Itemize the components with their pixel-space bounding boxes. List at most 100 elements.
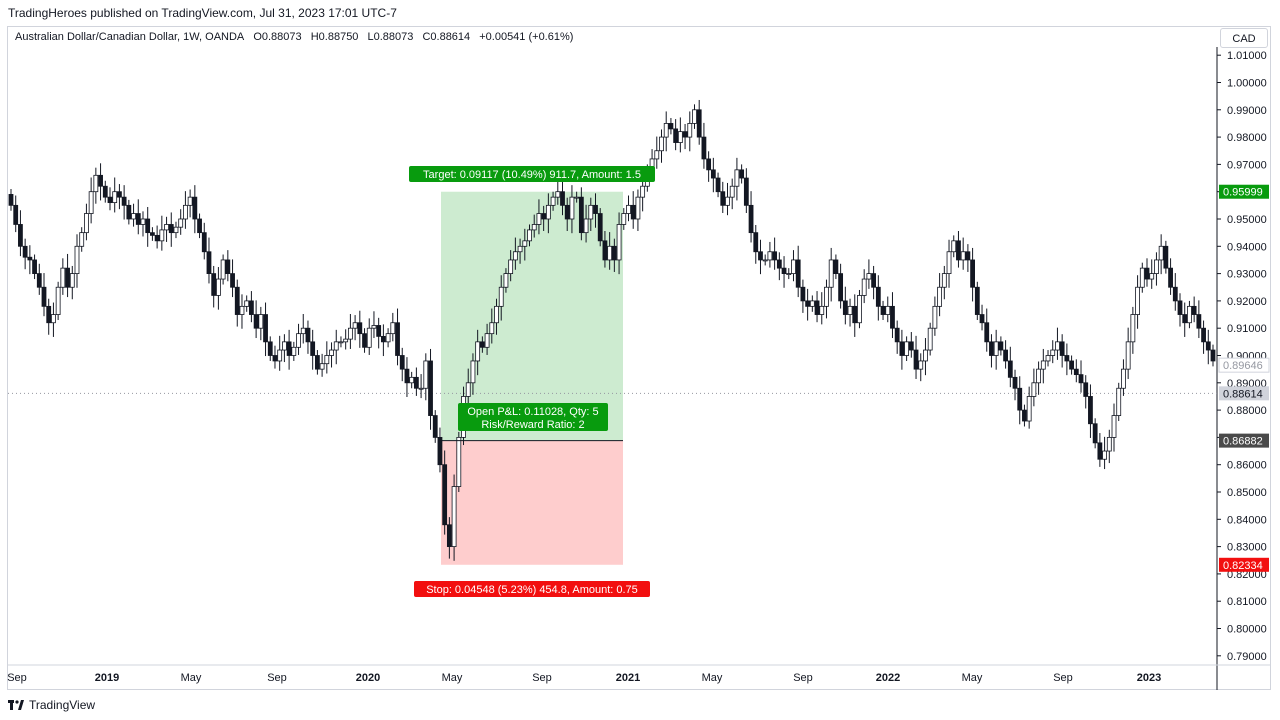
candle-body [545,204,551,220]
candle-body [640,185,646,198]
candle-body [201,232,207,253]
candle-body [913,349,919,370]
candle-body [211,273,217,296]
candle-body [979,314,985,324]
candle-body [1055,341,1060,351]
candle-body [248,300,254,315]
candle-body [1144,267,1150,280]
candle-body [475,341,481,362]
currency-button[interactable]: CAD [1220,28,1268,48]
price-axis-label: 0.84000 [1227,514,1267,526]
candle-body [112,191,118,204]
candle-body [32,259,37,274]
candle-body [234,286,240,315]
time-axis-label: 2020 [356,672,380,684]
ohlc-high: H0.88750 [310,31,359,43]
candle-body [145,218,151,234]
candle-body [984,322,990,343]
candle-body [192,196,198,220]
candle-body [932,305,938,329]
candle-body [102,185,108,198]
candle-body [673,128,679,143]
candle-body [762,259,768,262]
price-tag [1219,557,1269,572]
candle-body [432,415,438,438]
candle-body [1007,360,1013,378]
candle-body [126,204,132,220]
candle-body [560,191,565,206]
candle-body [871,273,877,288]
price-tag-text: 0.89646 [1223,360,1263,372]
price-axis-label: 0.99000 [1227,105,1267,117]
candle-body [908,341,914,351]
candle-body [668,123,674,130]
candle-body [866,273,872,280]
candle-body [329,349,334,356]
candle-body [225,259,231,274]
candle-body [1121,368,1126,389]
chart-frame[interactable] [7,26,1271,690]
tradingview-logo[interactable]: TradingView [8,698,95,712]
candle-body [164,224,169,231]
candle-body [767,251,773,261]
candle-body [366,327,372,348]
candle-body [324,355,330,365]
candle-body [385,333,391,343]
candle-body [1187,305,1192,324]
candle-body [41,286,47,307]
candle-body [946,251,952,274]
price-tag-text: 0.86882 [1223,436,1263,448]
price-tag [1218,357,1270,373]
candle-body [805,300,811,307]
candle-body [621,213,627,225]
candle-body [428,360,433,416]
candle-body [380,335,386,343]
candle-body [343,338,349,343]
candle-body [989,341,994,356]
candle-body [159,229,165,242]
price-axis-label: 0.91000 [1227,323,1267,335]
candle-body [904,341,910,356]
candle-body [602,240,608,261]
stop-label-text: Stop: 0.04548 (5.23%) 454.8, Amount: 0.7… [426,584,638,596]
candle-body [456,437,462,487]
candle-body [725,196,730,206]
candle-body [1201,327,1206,343]
candle-body [965,251,971,261]
candle-body [465,382,471,397]
candle-body [852,305,858,324]
candle-body [173,226,179,234]
candle-body [22,245,28,258]
candle-body [1031,382,1037,397]
candle-body [578,196,584,234]
candle-body [131,213,136,220]
candle-body [970,259,975,288]
candle-body [1017,387,1023,411]
candle-body [503,273,509,288]
candle-body [55,286,61,315]
candle-body [154,234,160,242]
candle-body [743,177,749,206]
candle-body [8,194,14,206]
time-axis-label: 2023 [1137,672,1161,684]
candle-body [1078,374,1084,384]
candle-body [748,204,754,234]
candle-body [333,341,339,351]
candle-body [1154,259,1159,274]
candle-body [1069,360,1074,370]
candle-body [1036,368,1041,384]
candle-body [890,305,895,329]
candle-body [923,349,928,362]
candle-body [46,305,52,324]
candle-body [197,218,202,234]
candle-body [310,341,316,356]
candle-body [833,259,839,274]
candle-body [479,341,485,348]
candle-body [956,240,961,261]
candle-body [371,325,377,329]
candle-body [1172,286,1178,302]
candle-body [899,341,905,356]
candle-body [418,387,424,390]
candle-body [74,245,80,274]
